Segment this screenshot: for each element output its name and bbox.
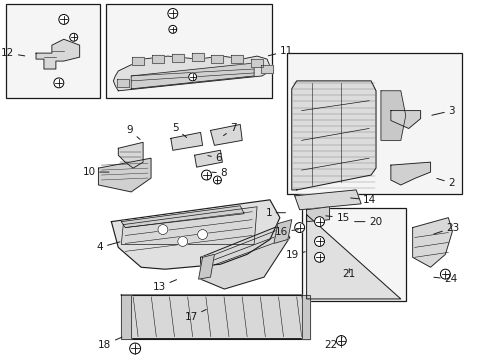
Text: 22: 22 (324, 337, 342, 350)
Text: 7: 7 (223, 123, 237, 136)
Circle shape (59, 14, 69, 24)
Text: 10: 10 (82, 167, 109, 177)
Circle shape (336, 336, 346, 346)
Circle shape (129, 343, 141, 354)
Polygon shape (121, 295, 309, 339)
Circle shape (314, 237, 324, 246)
Circle shape (168, 26, 177, 33)
Polygon shape (121, 206, 244, 228)
Polygon shape (412, 218, 451, 267)
Polygon shape (132, 57, 144, 65)
Polygon shape (111, 200, 279, 269)
Circle shape (440, 269, 449, 279)
Polygon shape (390, 111, 420, 129)
Bar (286, 53, 461, 194)
Circle shape (197, 230, 207, 239)
Polygon shape (261, 65, 272, 73)
Text: 15: 15 (325, 213, 349, 223)
Polygon shape (380, 91, 405, 140)
Text: 21: 21 (342, 269, 355, 279)
Circle shape (167, 9, 178, 18)
Circle shape (201, 170, 211, 180)
Text: 24: 24 (433, 274, 457, 284)
Polygon shape (98, 158, 151, 192)
Polygon shape (121, 295, 131, 339)
Polygon shape (390, 162, 429, 185)
Text: 8: 8 (211, 168, 226, 178)
Text: 17: 17 (184, 310, 206, 322)
Polygon shape (191, 53, 203, 61)
Text: 18: 18 (98, 337, 122, 350)
Text: 12: 12 (1, 48, 25, 58)
Polygon shape (113, 56, 269, 91)
Circle shape (70, 33, 78, 41)
Polygon shape (301, 295, 309, 339)
Polygon shape (291, 81, 375, 190)
Circle shape (178, 237, 187, 246)
Text: 5: 5 (172, 123, 186, 138)
Circle shape (314, 217, 324, 226)
Polygon shape (194, 150, 222, 167)
Polygon shape (251, 59, 263, 67)
Polygon shape (152, 55, 163, 63)
Text: 11: 11 (268, 46, 292, 56)
Text: 19: 19 (285, 250, 305, 260)
Polygon shape (211, 55, 223, 63)
Polygon shape (171, 54, 183, 62)
Polygon shape (117, 79, 129, 87)
Polygon shape (131, 63, 254, 89)
Polygon shape (36, 39, 80, 69)
Polygon shape (198, 254, 214, 279)
Polygon shape (210, 125, 242, 145)
Text: 14: 14 (350, 195, 376, 205)
Text: 20: 20 (354, 217, 382, 227)
Text: 1: 1 (265, 208, 285, 218)
Text: 23: 23 (433, 222, 459, 234)
Circle shape (294, 222, 304, 233)
Text: 6: 6 (207, 153, 222, 163)
Polygon shape (294, 190, 361, 210)
Text: 3: 3 (431, 105, 454, 116)
Circle shape (213, 176, 221, 184)
Polygon shape (121, 207, 257, 244)
Polygon shape (306, 207, 329, 222)
Text: 9: 9 (126, 125, 140, 139)
Circle shape (158, 225, 167, 234)
Polygon shape (231, 55, 243, 63)
Polygon shape (118, 142, 143, 168)
Polygon shape (170, 132, 202, 150)
Text: 4: 4 (97, 242, 120, 252)
Circle shape (54, 78, 63, 88)
Bar (301, 208, 405, 301)
Circle shape (314, 252, 324, 262)
Circle shape (188, 73, 196, 81)
Text: 2: 2 (436, 178, 454, 188)
Bar (6, 4, 100, 98)
Polygon shape (273, 220, 291, 243)
Text: 13: 13 (152, 280, 176, 292)
Text: 16: 16 (274, 226, 298, 237)
Polygon shape (306, 215, 400, 299)
Polygon shape (200, 225, 289, 289)
Bar (106, 4, 271, 98)
